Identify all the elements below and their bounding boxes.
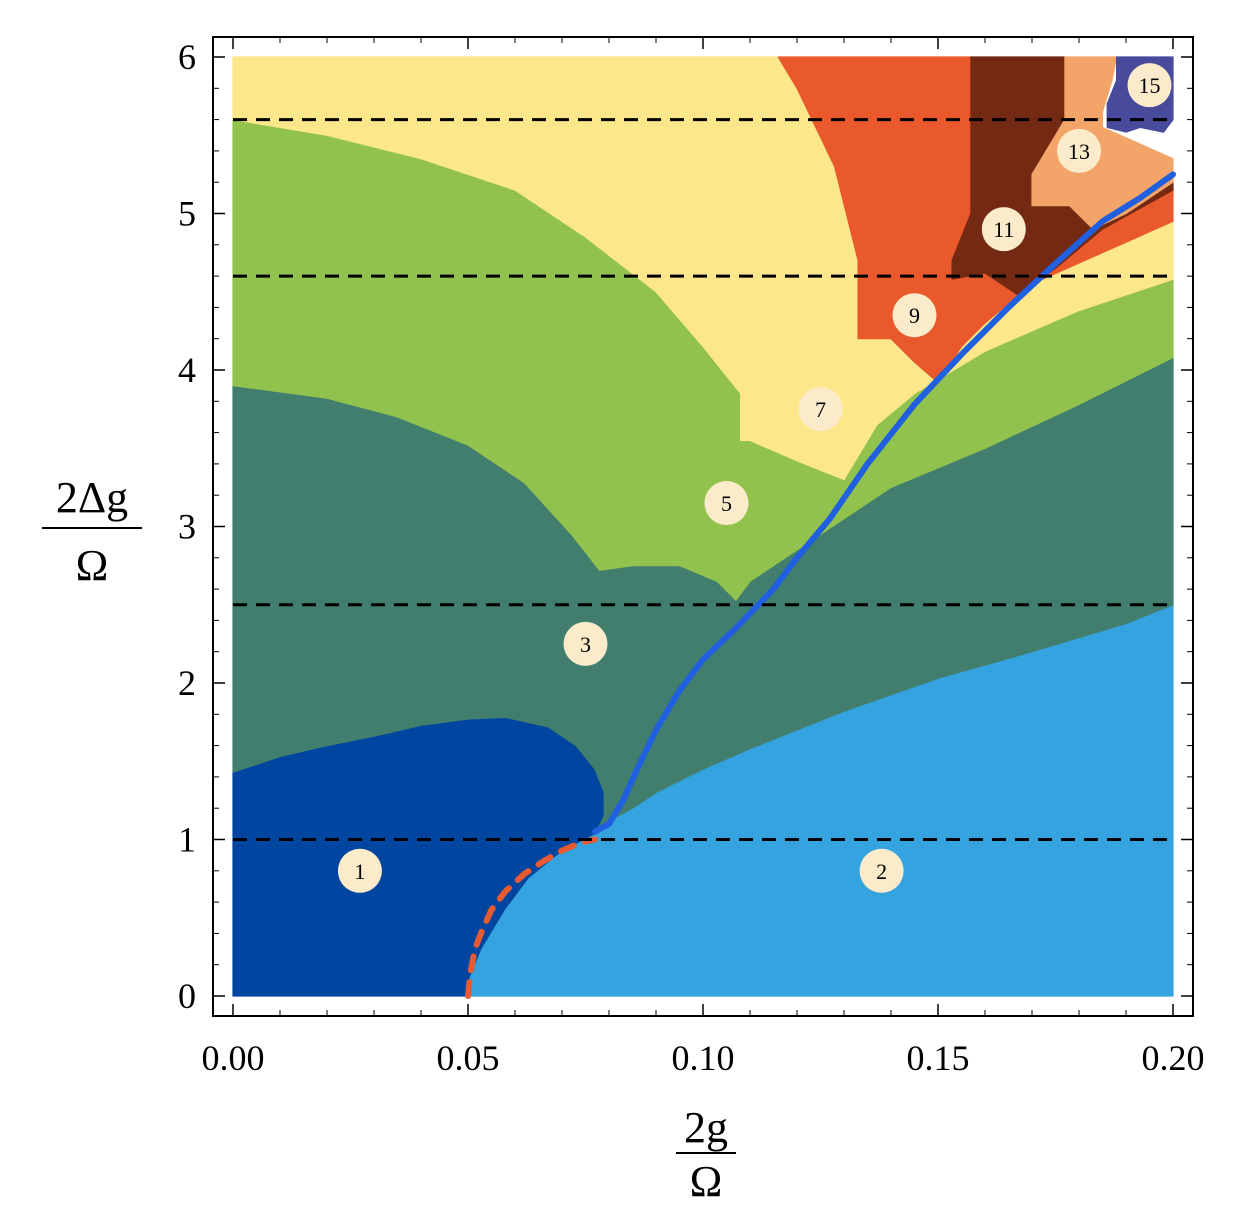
y-tick-label: 6: [178, 37, 196, 77]
region-label-11: 11: [981, 207, 1026, 252]
region-label-5: 5: [704, 481, 749, 526]
region-label-badge: [563, 621, 608, 666]
region-label-text: 1: [354, 859, 365, 884]
region-label-badge: [1127, 63, 1172, 108]
x-tick-label: 0.10: [672, 1038, 735, 1078]
x-axis-title-denominator: Ω: [690, 1157, 723, 1206]
region-label-1: 1: [337, 848, 382, 893]
region-label-7: 7: [798, 387, 843, 432]
y-tick-label: 1: [178, 820, 196, 860]
region-labels-layer: 1 2 3 5 7 9 11 13 15: [337, 63, 1172, 893]
region-label-badge: [798, 387, 843, 432]
region-label-2: 2: [859, 848, 904, 893]
region-label-9: 9: [892, 293, 937, 338]
x-axis-title: 2g Ω: [676, 1103, 736, 1206]
region-label-15: 15: [1127, 63, 1172, 108]
dashed-boundary-curve: [465, 836, 598, 999]
reference-lines-layer: [233, 118, 1173, 841]
region-label-badge: [859, 848, 904, 893]
ticks-layer: [213, 37, 1193, 1016]
tick-labels-layer: 0.00 0.05 0.10 0.15 0.20 0 1 2 3 4 5 6: [178, 37, 1205, 1078]
y-tick-label: 0: [178, 976, 196, 1016]
region-label-badge: [892, 293, 937, 338]
y-tick-label: 4: [178, 350, 196, 390]
region-13: [1031, 56, 1174, 230]
x-axis-title-numerator: 2g: [684, 1103, 728, 1152]
y-tick-label: 2: [178, 663, 196, 703]
y-tick-label: 5: [178, 194, 196, 234]
x-tick-label: 0.15: [907, 1038, 970, 1078]
region-label-text: 3: [580, 632, 591, 657]
region-label-badge: [981, 207, 1026, 252]
region-label-text: 7: [815, 397, 826, 422]
region-label-badge: [337, 848, 382, 893]
region-label-text: 13: [1068, 139, 1090, 164]
region-label-3: 3: [563, 621, 608, 666]
region-label-badge: [704, 481, 749, 526]
y-axis-title-denominator: Ω: [76, 541, 109, 590]
y-axis-title-numerator: 2Δg: [56, 473, 128, 522]
series-layer: [465, 171, 1176, 999]
region-label-13: 13: [1057, 128, 1101, 173]
y-axis-title: 2Δg Ω: [42, 473, 142, 590]
region-label-badge: [1057, 128, 1101, 173]
x-tick-label: 0.05: [437, 1038, 500, 1078]
y-tick-label: 3: [178, 507, 196, 547]
region-label-text: 5: [721, 491, 732, 516]
region-label-text: 11: [993, 217, 1014, 242]
region-label-text: 15: [1139, 73, 1161, 98]
region-label-text: 9: [909, 303, 920, 328]
region-label-text: 2: [876, 859, 887, 884]
solid-boundary-curve: [591, 171, 1176, 835]
x-tick-label: 0.20: [1142, 1038, 1205, 1078]
x-tick-label: 0.00: [202, 1038, 265, 1078]
